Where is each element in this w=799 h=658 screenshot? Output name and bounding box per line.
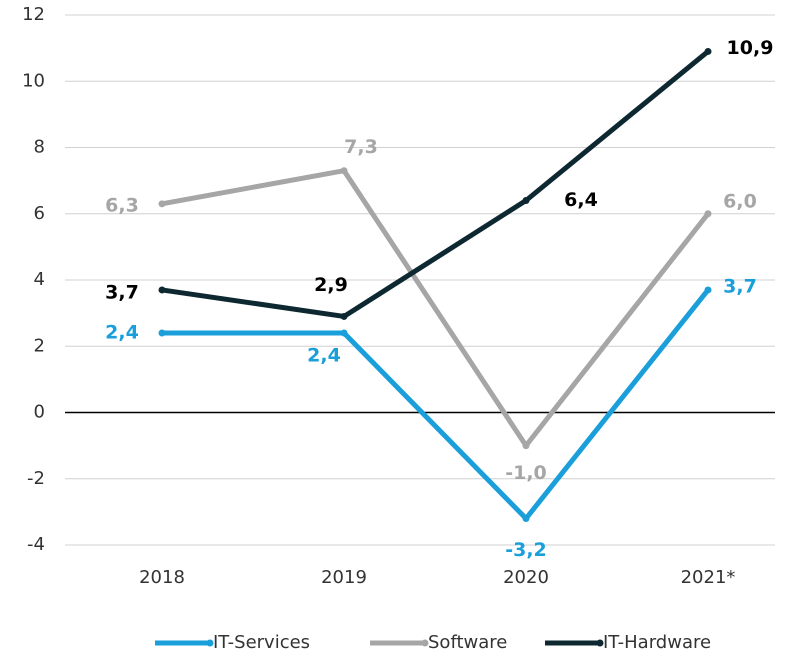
point bbox=[522, 515, 530, 522]
y-tick-label: 12 bbox=[22, 4, 45, 25]
data-label: -3,2 bbox=[505, 539, 547, 561]
y-tick-label: 6 bbox=[34, 203, 45, 224]
point bbox=[340, 329, 348, 337]
y-tick-label: 10 bbox=[22, 70, 45, 91]
series-line bbox=[161, 49, 710, 319]
legend-marker bbox=[421, 639, 429, 647]
x-tick-label: 2019 bbox=[321, 567, 367, 588]
y-tick-label: -2 bbox=[27, 468, 45, 489]
series-line bbox=[162, 288, 710, 521]
point bbox=[522, 197, 530, 204]
y-tick-label: -4 bbox=[27, 534, 45, 555]
point bbox=[704, 286, 712, 294]
x-tick-label: 2021* bbox=[681, 567, 736, 588]
point bbox=[340, 312, 348, 320]
data-label: 2,4 bbox=[307, 345, 341, 367]
y-tick-label: 4 bbox=[34, 269, 45, 290]
data-label: 10,9 bbox=[727, 37, 774, 59]
legend-label: IT-Services bbox=[213, 632, 310, 653]
point bbox=[158, 200, 166, 208]
data-label: -1,0 bbox=[505, 462, 547, 484]
legend-label: Software bbox=[428, 632, 507, 653]
point bbox=[158, 286, 166, 294]
data-label: 6,4 bbox=[564, 189, 598, 211]
x-tick-label: 2020 bbox=[503, 567, 549, 588]
y-tick-label: 0 bbox=[34, 402, 45, 423]
y-tick-label: 2 bbox=[34, 335, 45, 356]
point bbox=[704, 210, 712, 218]
data-label: 6,3 bbox=[105, 194, 139, 216]
data-label: 3,7 bbox=[723, 275, 757, 297]
point bbox=[704, 47, 712, 55]
data-label: 3,7 bbox=[105, 281, 139, 303]
point bbox=[522, 442, 530, 450]
legend-marker bbox=[596, 639, 604, 647]
series-line bbox=[161, 168, 710, 449]
data-label: 2,9 bbox=[314, 274, 348, 296]
legend-label: IT-Hardware bbox=[603, 632, 711, 653]
x-tick-label: 2018 bbox=[139, 567, 185, 588]
data-label: 2,4 bbox=[105, 322, 139, 344]
data-label: 7,3 bbox=[344, 136, 378, 158]
point bbox=[340, 167, 348, 175]
point bbox=[158, 329, 166, 337]
y-tick-label: 8 bbox=[34, 137, 45, 158]
data-label: 6,0 bbox=[723, 190, 757, 212]
legend-marker bbox=[206, 639, 214, 647]
